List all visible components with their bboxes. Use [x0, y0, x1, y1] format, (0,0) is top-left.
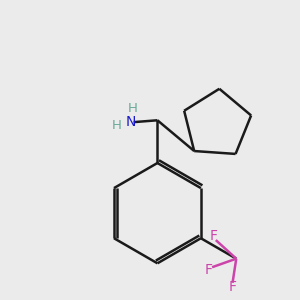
- Text: F: F: [229, 280, 236, 294]
- Text: F: F: [205, 263, 213, 277]
- Text: N: N: [125, 115, 136, 129]
- Text: H: H: [112, 119, 122, 132]
- Text: F: F: [210, 230, 218, 243]
- Text: H: H: [128, 101, 137, 115]
